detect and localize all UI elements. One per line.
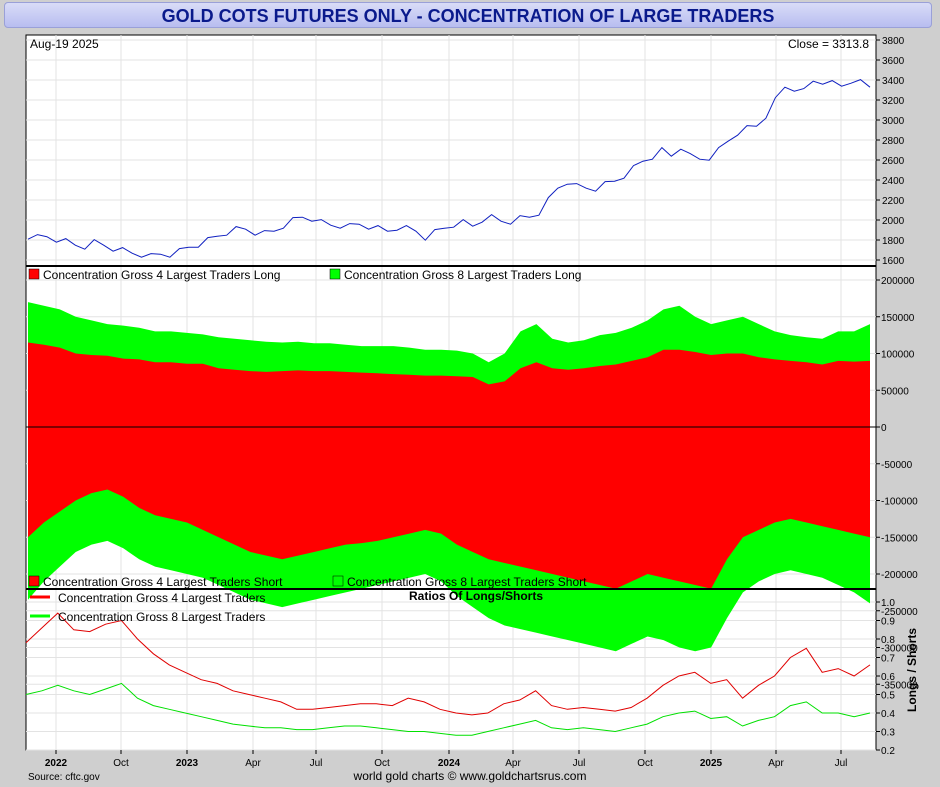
ratio-title: Ratios Of Longs/Shorts xyxy=(409,589,543,603)
y-tick-label: 0.2 xyxy=(881,746,895,757)
y-tick-label: 3000 xyxy=(882,116,905,127)
area-4-long xyxy=(28,342,870,427)
x-tick-label: 2023 xyxy=(176,758,199,769)
chart-title: GOLD COTS FUTURES ONLY - CONCENTRATION O… xyxy=(4,2,932,28)
y-tick-label: 2800 xyxy=(882,136,905,147)
y-tick-label: 200000 xyxy=(881,276,915,287)
ratio-4-line xyxy=(25,612,871,716)
y-tick-label: 1800 xyxy=(882,236,905,247)
y-tick-label: 150000 xyxy=(881,313,915,324)
y-tick-label: 1600 xyxy=(882,256,905,267)
y-tick-label: 0 xyxy=(881,423,887,434)
legend-ratio-8: Concentration Gross 8 Largest Traders xyxy=(58,610,265,624)
y-tick-label: -350000 xyxy=(881,680,918,691)
concentration-panel xyxy=(28,302,870,652)
x-tick-label: Jul xyxy=(835,758,848,769)
y-tick-label: 1.0 xyxy=(881,598,895,609)
y-tick-label: 3800 xyxy=(882,36,905,47)
x-axis: 2022 Oct 2023 Apr Jul Oct 2024 Apr Jul Oct 2025 Apr… xyxy=(45,750,848,769)
y-tick-label: -50000 xyxy=(881,460,913,471)
y-tick-label: 3600 xyxy=(882,56,905,67)
y-tick-label: 50000 xyxy=(881,386,909,397)
ratio-ylabel: Longs / Shorts xyxy=(905,628,919,712)
y-tick-label: 0.6 xyxy=(881,672,895,683)
x-tick-label: 2025 xyxy=(700,758,723,769)
ratio-y-axis: 1.0 0.9 0.8 0.7 0.6 0.5 0.4 0.3 0.2 xyxy=(876,598,895,757)
y-tick-label: 3200 xyxy=(882,96,905,107)
date-label: Aug-19 2025 xyxy=(30,37,99,51)
x-tick-label: 2022 xyxy=(45,758,68,769)
legend-swatch-red xyxy=(28,268,40,280)
x-tick-label: Jul xyxy=(573,758,586,769)
legend-ratio-4: Concentration Gross 4 Largest Traders xyxy=(58,591,265,605)
legend-swatch-green xyxy=(332,575,344,587)
y-tick-label: 0.5 xyxy=(881,691,895,702)
x-tick-label: Oct xyxy=(374,758,390,769)
y-tick-label: 2600 xyxy=(882,156,905,167)
ratio-8-line xyxy=(25,682,871,736)
y-tick-label: 0.9 xyxy=(881,617,895,628)
source-label: Source: cftc.gov xyxy=(28,772,100,783)
y-tick-label: -250000 xyxy=(881,607,918,618)
y-tick-label: -300000 xyxy=(881,644,918,655)
legend-8-short: Concentration Gross 8 Largest Traders Sh… xyxy=(347,575,587,589)
price-line xyxy=(27,79,871,258)
price-panel xyxy=(27,79,871,258)
x-tick-label: Apr xyxy=(768,758,784,769)
y-tick-label: -150000 xyxy=(881,533,918,544)
x-tick-label: 2024 xyxy=(438,758,461,769)
y-tick-label: 2000 xyxy=(882,216,905,227)
y-tick-label: 2400 xyxy=(882,176,905,187)
y-tick-label: 2200 xyxy=(882,196,905,207)
y-tick-label: -100000 xyxy=(881,497,918,508)
close-label: Close = 3313.8 xyxy=(788,37,869,51)
legend-swatch-green xyxy=(329,268,341,280)
area-4-short xyxy=(28,427,870,589)
legend-swatch-red xyxy=(28,575,40,587)
price-y-axis: 3800 3600 3400 3200 3000 2800 2600 2400 2200 2000… xyxy=(876,36,905,267)
y-tick-label: 0.3 xyxy=(881,728,895,739)
credit-label: world gold charts © www.goldchartsrus.co… xyxy=(353,769,587,783)
legend-4-short: Concentration Gross 4 Largest Traders Sh… xyxy=(43,575,283,589)
x-tick-label: Jul xyxy=(310,758,323,769)
concentration-y-axis: 200000 150000 100000 50000 0 -50000 -100000 -15… xyxy=(876,276,918,691)
y-tick-label: 100000 xyxy=(881,350,915,361)
y-tick-label: 0.7 xyxy=(881,654,895,665)
ratio-panel xyxy=(25,612,871,736)
y-tick-label: 3400 xyxy=(882,76,905,87)
legend-8-long: Concentration Gross 8 Largest Traders Lo… xyxy=(344,268,581,282)
x-tick-label: Oct xyxy=(637,758,653,769)
x-tick-label: Oct xyxy=(113,758,129,769)
y-tick-label: 0.4 xyxy=(881,709,895,720)
y-tick-label: -200000 xyxy=(881,570,918,581)
legend-4-long: Concentration Gross 4 Largest Traders Lo… xyxy=(43,268,280,282)
y-tick-label: 0.8 xyxy=(881,635,895,646)
x-tick-label: Apr xyxy=(245,758,261,769)
x-tick-label: Apr xyxy=(505,758,521,769)
